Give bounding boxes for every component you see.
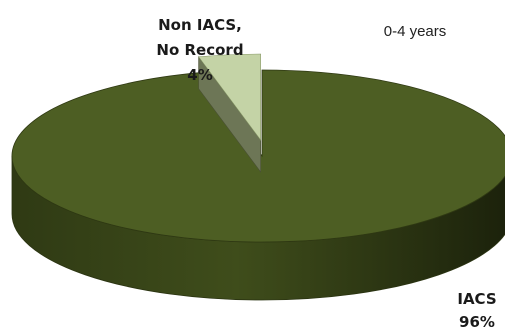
data-label-non-iacs-line-1: Non IACS, — [158, 16, 242, 34]
chart-subtitle: 0-4 years — [384, 23, 447, 40]
pie-slice-non-iacs-top — [198, 53, 261, 142]
data-label-iacs: IACS 96% — [457, 290, 496, 329]
data-label-non-iacs-line-3: 4% — [187, 66, 212, 84]
data-label-non-iacs: Non IACS, No Record 4% — [156, 16, 243, 84]
pie-slice-non-iacs — [198, 53, 261, 173]
data-label-non-iacs-line-2: No Record — [156, 41, 243, 59]
data-label-iacs-line-2: 96% — [459, 313, 495, 329]
data-label-iacs-line-1: IACS — [457, 290, 496, 308]
